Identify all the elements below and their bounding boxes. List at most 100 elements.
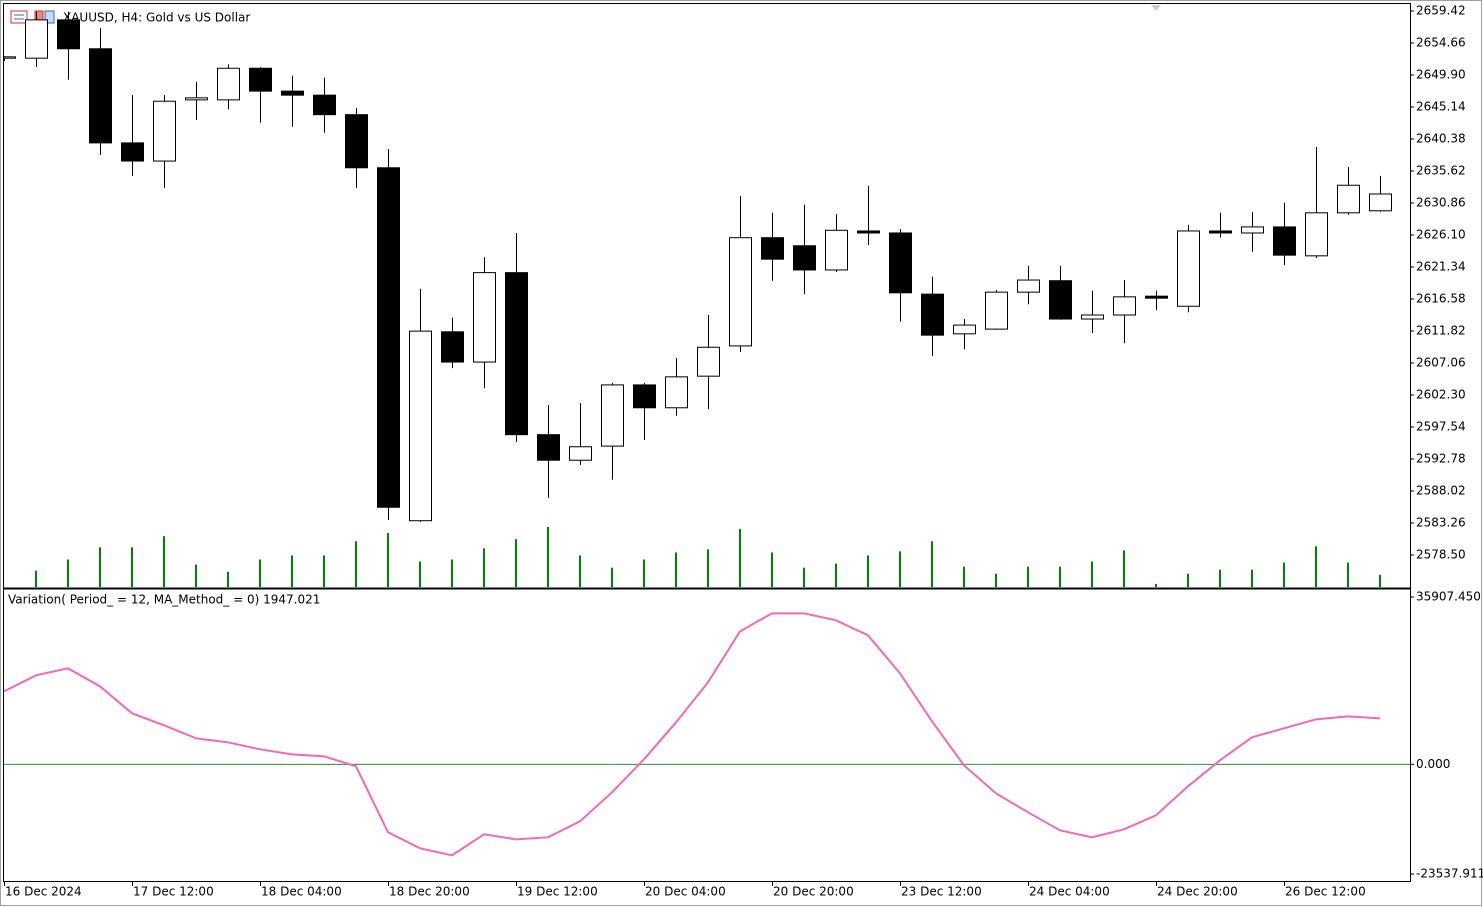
x-tick-label: 19 Dec 12:00: [517, 885, 598, 899]
candle-body: [217, 67, 240, 101]
indicator-pane: [4, 612, 1410, 857]
volume-bar: [1059, 566, 1061, 587]
y-tick-label: 2626.10: [1416, 227, 1466, 241]
candle-body: [1081, 314, 1104, 320]
volume-bar: [963, 566, 965, 587]
candle-body: [4, 56, 16, 59]
y-tick-label: 2602.30: [1416, 387, 1466, 401]
candle-body: [953, 324, 976, 335]
volume-bar: [1219, 569, 1221, 587]
candle-body: [345, 114, 368, 169]
y-tick-label: 35907.450: [1416, 590, 1481, 604]
candle-body: [377, 167, 400, 508]
x-tick-label: 20 Dec 04:00: [645, 885, 726, 899]
volume-bar: [99, 547, 101, 587]
candle-body: [1113, 296, 1136, 316]
volume-bar: [1027, 566, 1029, 587]
volume-bar: [739, 529, 741, 587]
volume-bar: [899, 551, 901, 587]
volume-bar: [387, 533, 389, 587]
candle-body: [601, 384, 624, 447]
x-tick-label: 24 Dec 04:00: [1029, 885, 1110, 899]
volume-bar: [67, 559, 69, 587]
volume-bar: [1187, 573, 1189, 587]
candle-body: [185, 97, 208, 101]
volume-bar: [355, 541, 357, 587]
candle-body: [793, 245, 816, 271]
volume-bar: [419, 561, 421, 587]
volume-bar: [451, 559, 453, 587]
candle-body: [761, 237, 784, 260]
icon: [44, 10, 55, 24]
candle-body: [121, 142, 144, 162]
volume-bar: [931, 541, 933, 587]
candle-body: [1337, 184, 1360, 214]
y-tick-label: 2635.62: [1416, 163, 1466, 177]
volume-bar: [1091, 561, 1093, 587]
candle-body: [1241, 226, 1264, 234]
candle-body: [57, 19, 80, 50]
volume-bar: [323, 555, 325, 587]
volume-bar: [771, 552, 773, 587]
x-tick-label: 17 Dec 12:00: [133, 885, 214, 899]
volume-bar: [195, 564, 197, 587]
y-tick-label: 2611.82: [1416, 323, 1466, 337]
candle-body: [1209, 230, 1232, 234]
shift-marker: [1151, 5, 1161, 11]
volume-bar: [867, 555, 869, 587]
candle-body: [537, 434, 560, 461]
volume-bar: [611, 567, 613, 587]
volume-bar: [547, 527, 549, 587]
y-tick-label: 2578.50: [1416, 547, 1466, 561]
y-tick-label: 0.000: [1416, 757, 1450, 771]
volume-bar: [1283, 562, 1285, 587]
y-tick-label: 2649.90: [1416, 67, 1466, 81]
candle-body: [313, 94, 336, 116]
candle-body: [441, 331, 464, 363]
x-tick-label: 16 Dec 2024: [5, 885, 82, 899]
volume-bar: [1347, 562, 1349, 587]
y-tick-label: 2616.58: [1416, 291, 1466, 305]
candle-body: [281, 90, 304, 96]
icon: [10, 10, 28, 24]
candle-body: [985, 291, 1008, 330]
y-tick-label: 2654.66: [1416, 35, 1466, 49]
volume-bar: [515, 539, 517, 587]
volume-bar: [707, 549, 709, 587]
candle-body: [25, 19, 48, 59]
volume-bar: [259, 559, 261, 587]
x-tick-label: 20 Dec 20:00: [773, 885, 854, 899]
volume-bar: [1379, 574, 1381, 587]
volume-bar: [643, 559, 645, 587]
volume-bar: [227, 571, 229, 587]
candle-body: [921, 293, 944, 336]
candle-body: [1369, 193, 1392, 212]
candle-body: [729, 237, 752, 347]
candle-body: [889, 232, 912, 294]
volume-bar: [163, 536, 165, 587]
volume-bar: [1123, 550, 1125, 587]
candle-body: [697, 346, 720, 377]
price-pane: [4, 11, 1392, 587]
indicator-line: [4, 612, 1381, 857]
candle-body: [825, 229, 848, 271]
candle-body: [1177, 230, 1200, 307]
volume-bar: [1315, 546, 1317, 587]
y-tick-label: 2588.02: [1416, 483, 1466, 497]
y-tick-label: 2621.34: [1416, 259, 1466, 273]
x-tick-label: 23 Dec 12:00: [901, 885, 982, 899]
y-tick-label: 2659.42: [1416, 3, 1466, 17]
y-tick-label: 2597.54: [1416, 419, 1466, 433]
y-tick-label: -23537.911: [1416, 867, 1483, 881]
candle-body: [665, 376, 688, 409]
candle-body: [89, 48, 112, 144]
x-tick-label: 24 Dec 20:00: [1157, 885, 1238, 899]
y-tick-label: 2640.38: [1416, 131, 1466, 145]
y-tick-label: 2583.26: [1416, 515, 1466, 529]
candle-body: [473, 272, 496, 363]
x-tick-label: 18 Dec 04:00: [261, 885, 342, 899]
candle-body: [1049, 280, 1072, 320]
